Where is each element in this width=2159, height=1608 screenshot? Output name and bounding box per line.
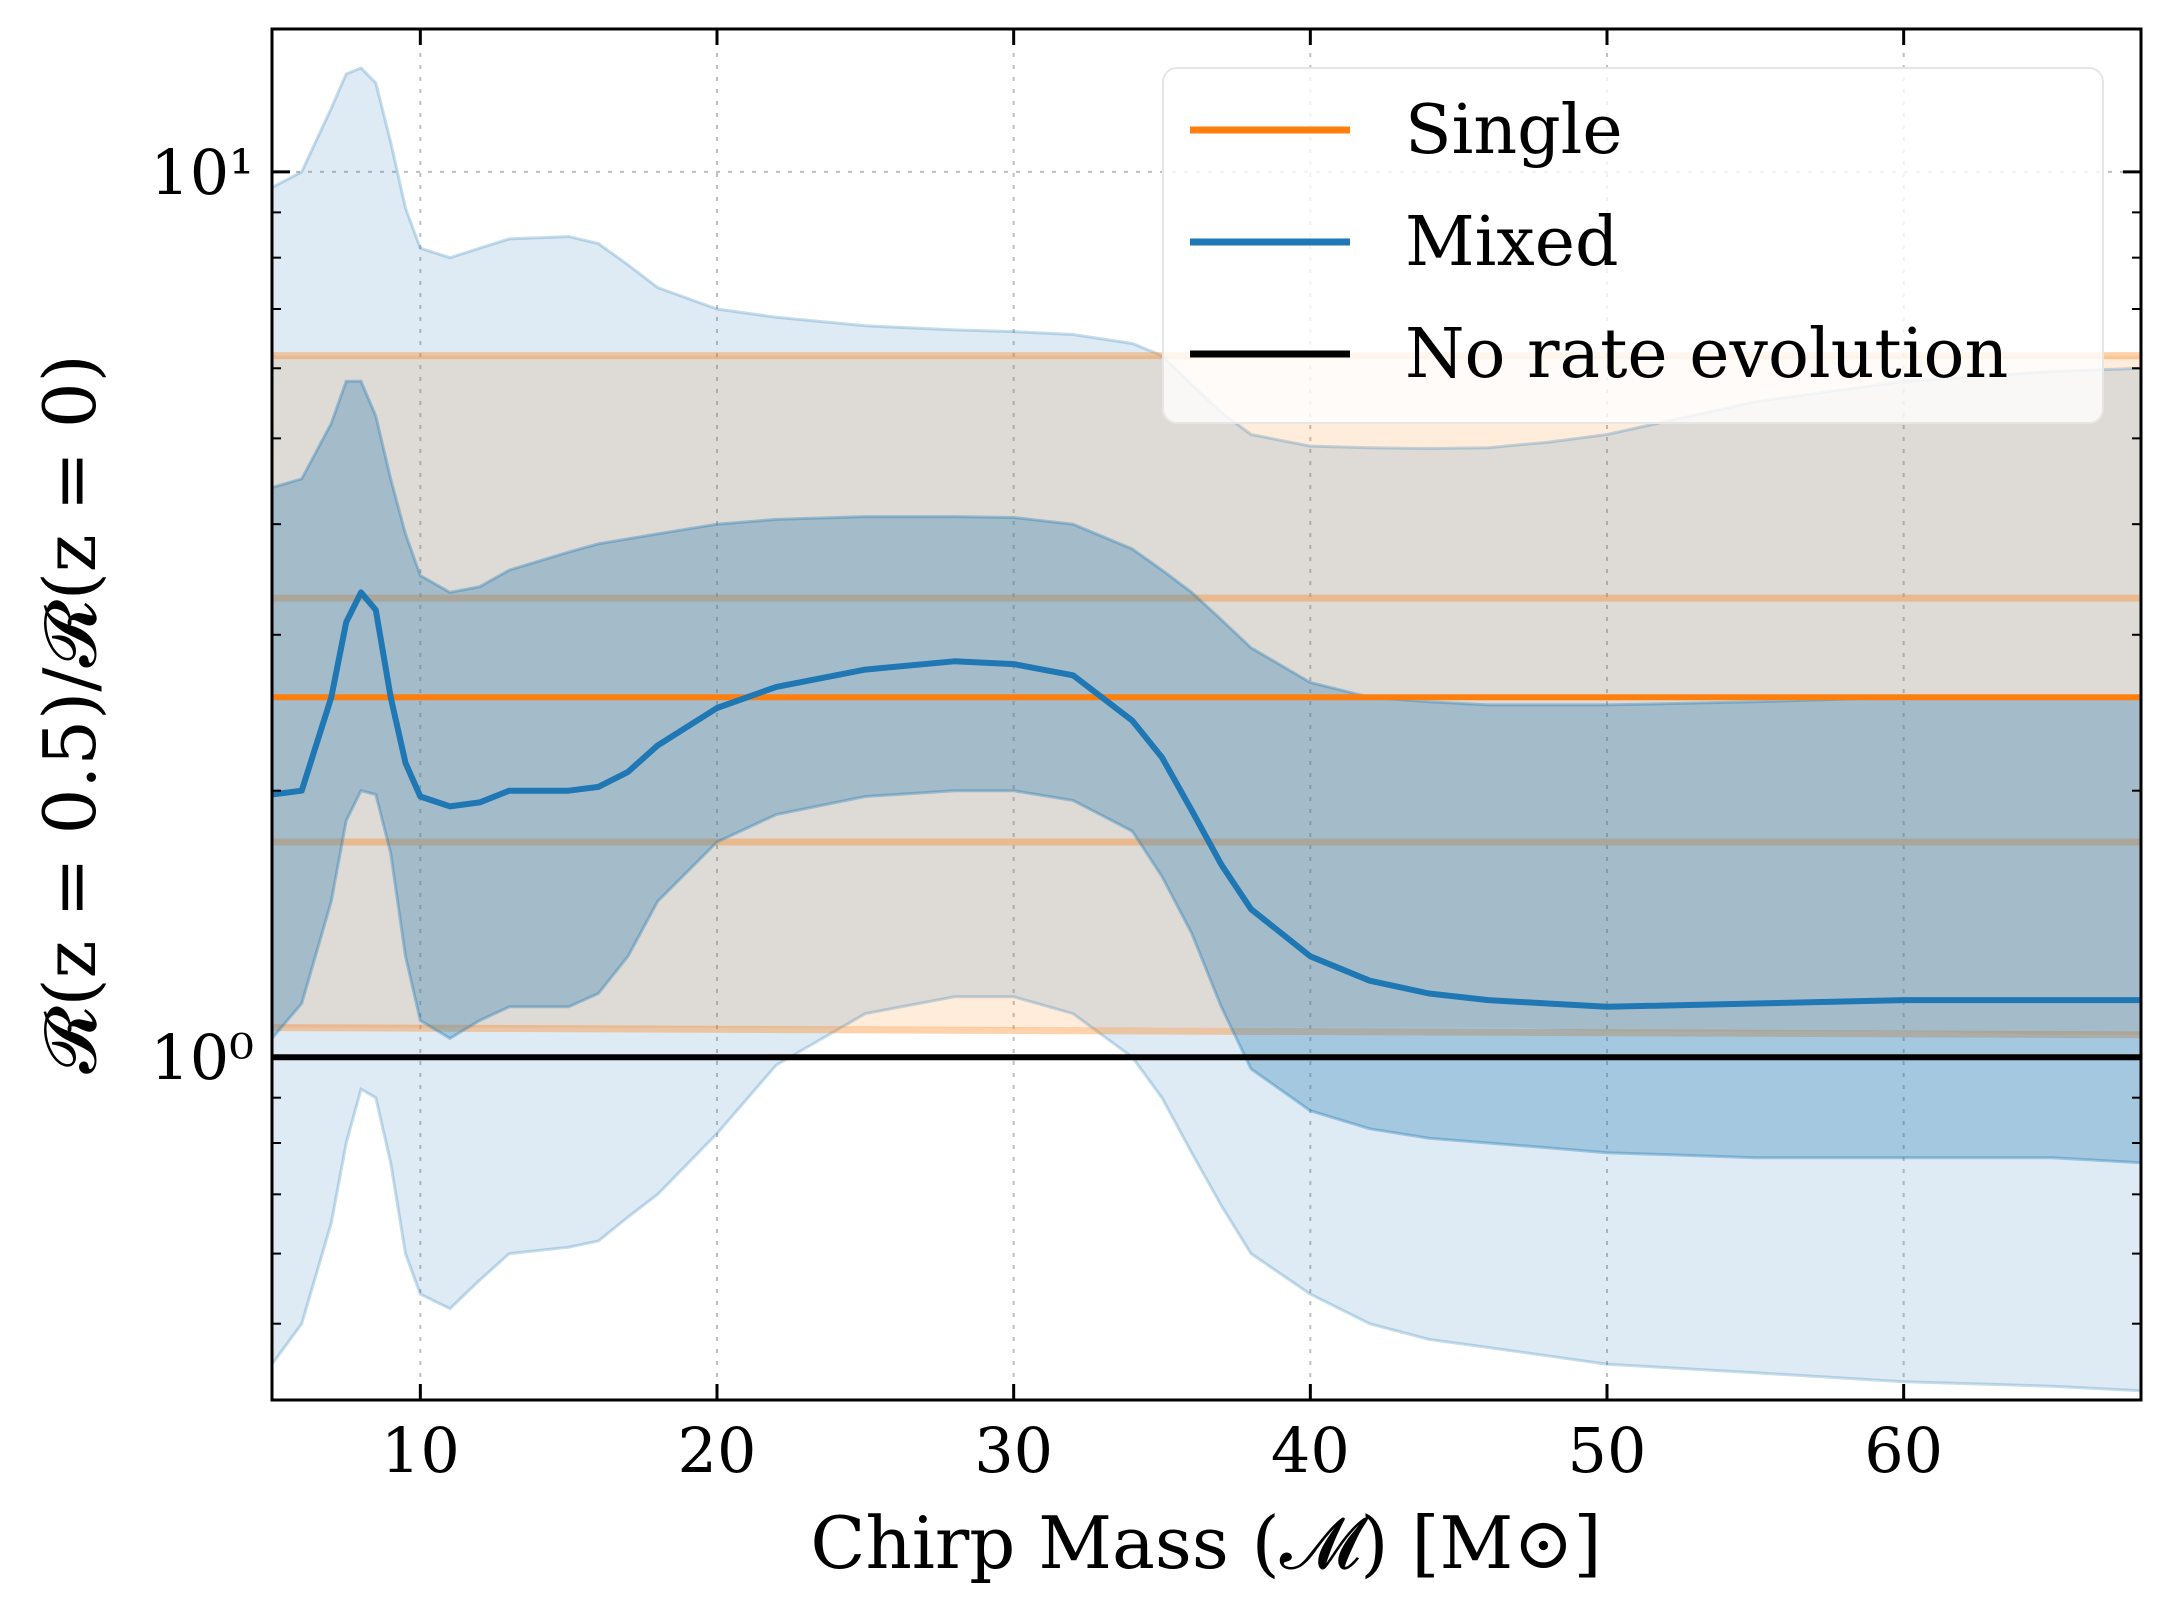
plot-frame: [270, 27, 2143, 1402]
y-axis-title: 𝓡(z = 0.5)/𝓡(z = 0): [28, 354, 112, 1074]
legend-label-no-rate-evolution: No rate evolution: [1405, 315, 2008, 394]
y-tick-label: 10⁰: [150, 1021, 254, 1094]
legend-box: [1162, 67, 2104, 424]
legend-label-single: Single: [1405, 91, 1623, 170]
mixed-68-band: [272, 379, 2141, 1165]
x-tick-label: 40: [1271, 1414, 1350, 1487]
x-tick-label: 20: [678, 1414, 757, 1487]
axis-ticks: 10 20 30 40 50 60 10⁰ 10¹: [150, 29, 2141, 1487]
x-tick-label: 30: [974, 1414, 1053, 1487]
x-tick-label: 10: [381, 1414, 460, 1487]
single-95-lower-line: [272, 1024, 2141, 1039]
x-tick-label: 60: [1864, 1414, 1943, 1487]
legend: Single Mixed No rate evolution: [1162, 67, 2104, 424]
legend-label-mixed: Mixed: [1405, 203, 1619, 282]
mixed-median-line: [272, 589, 2141, 1010]
series-lines: [272, 589, 2141, 1061]
x-axis-title: Chirp Mass (𝓜) [M⊙]: [810, 1501, 1601, 1585]
x-tick-label: 50: [1568, 1414, 1647, 1487]
y-tick-label: 10¹: [150, 136, 254, 209]
